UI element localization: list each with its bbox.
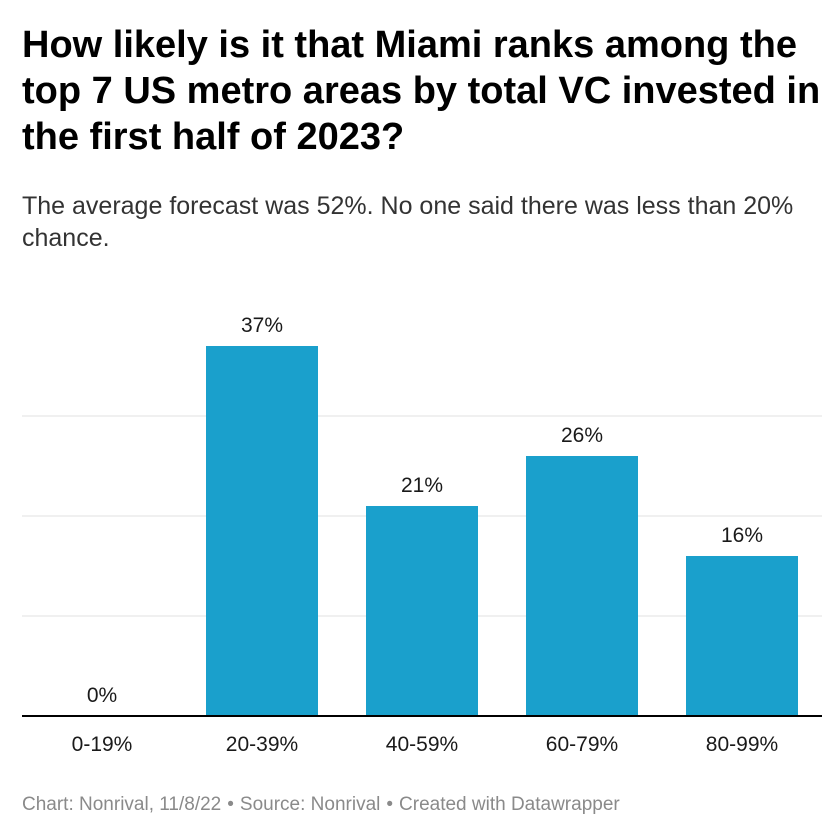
bar-80-99% xyxy=(686,556,798,716)
data-label-60-79%: 26% xyxy=(561,424,603,447)
bar-20-39% xyxy=(206,346,318,716)
bars xyxy=(206,346,798,716)
chart-title: How likely is it that Miami ranks among … xyxy=(22,24,821,158)
data-label-80-99%: 16% xyxy=(721,524,763,547)
created-with-credit: Created with Datawrapper xyxy=(399,794,620,815)
data-label-20-39%: 37% xyxy=(241,314,283,337)
footer-separator: • xyxy=(386,794,394,815)
x-tick-label-60-79%: 60-79% xyxy=(546,733,618,756)
x-tick-labels: 0-19% 20-39% 40-59% 60-79% 80-99% xyxy=(72,733,779,756)
data-labels: 0% 37% 21% 26% 16% xyxy=(87,314,763,707)
bar-60-79% xyxy=(526,456,638,716)
x-tick-label-20-39%: 20-39% xyxy=(226,733,298,756)
bar-40-59% xyxy=(366,506,478,716)
chart-subtitle: The average forecast was 52%. No one sai… xyxy=(22,192,794,252)
source-credit: Source: Nonrival xyxy=(239,794,381,815)
chart-footer: Chart: Nonrival, 11/8/22 • Source: Nonriva… xyxy=(22,794,620,816)
footer-separator: • xyxy=(227,794,234,815)
x-tick-label-80-99%: 80-99% xyxy=(706,733,778,756)
x-tick-label-0-19%: 0-19% xyxy=(72,733,133,756)
bar-chart: 0% 37% 21% 26% 16% 0-19% 20-39% 40-59% 60-79% 80… xyxy=(22,314,822,756)
data-label-0-19%: 0% xyxy=(87,684,117,707)
x-tick-label-40-59%: 40-59% xyxy=(386,733,458,756)
data-label-40-59%: 21% xyxy=(401,474,443,497)
chart-credit: Chart: Nonrival, 11/8/22 xyxy=(22,794,222,815)
